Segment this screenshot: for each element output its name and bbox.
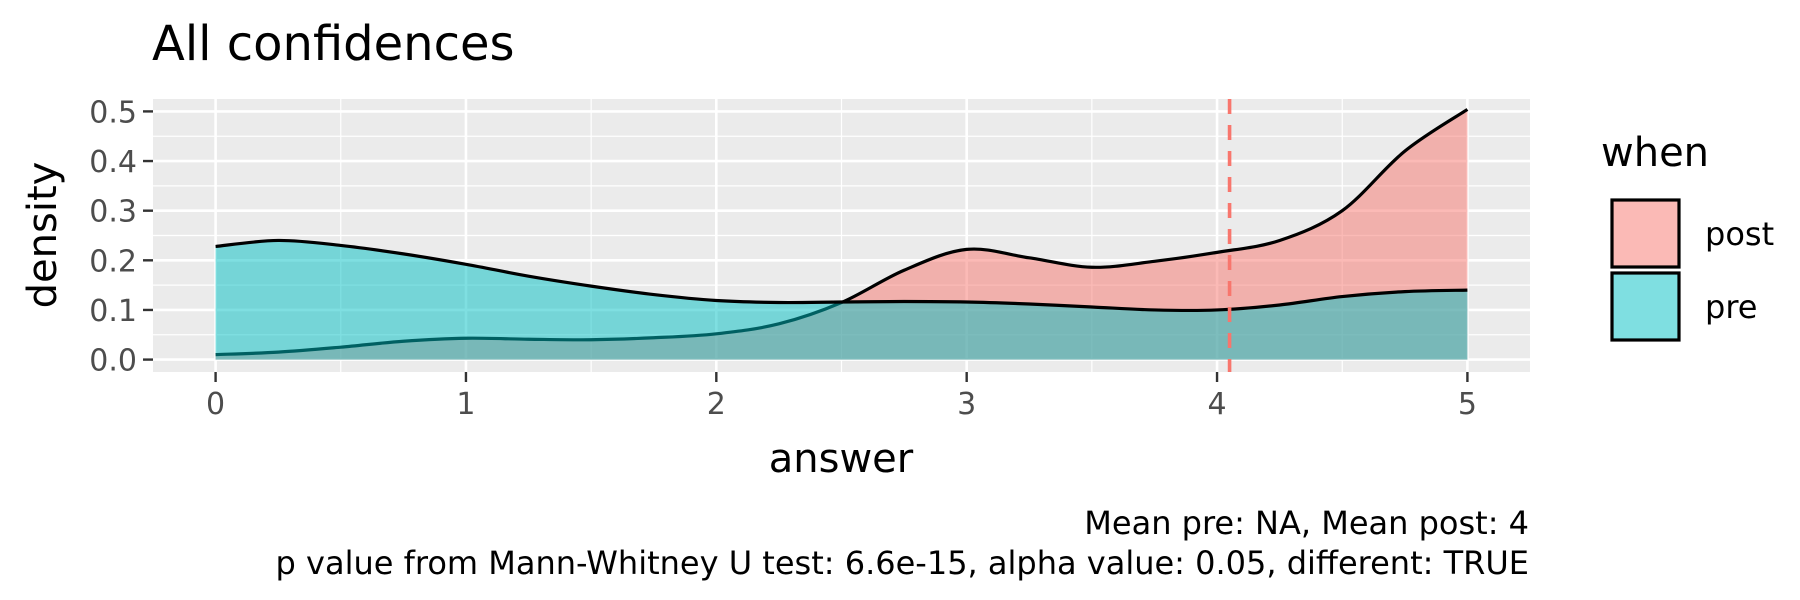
density-area-post <box>215 109 1468 360</box>
y-axis-label: density <box>20 162 66 309</box>
y-tick-label: 0.5 <box>89 95 137 130</box>
legend-swatch-post <box>1610 198 1681 269</box>
legend-item-pre: pre <box>1610 271 1757 342</box>
y-tick-label: 0.2 <box>89 244 137 279</box>
y-tick-label: 0.1 <box>89 294 137 329</box>
x-tick-label: 4 <box>1207 387 1226 422</box>
y-tick-label: 0.4 <box>89 145 137 180</box>
x-axis-label: answer <box>769 436 914 482</box>
legend: when post pre <box>1601 130 1774 342</box>
y-tick-label: 0.0 <box>89 344 137 379</box>
legend-item-post: post <box>1610 198 1774 269</box>
density-area-pre <box>215 240 1468 360</box>
x-tick-label: 3 <box>957 387 976 422</box>
legend-label-pre: pre <box>1705 288 1757 326</box>
y-axis: 0.0 0.1 0.2 0.3 0.4 0.5 <box>89 95 153 379</box>
caption-line-1: Mean pre: NA, Mean post: 4 <box>1084 504 1529 542</box>
caption: Mean pre: NA, Mean post: 4 p value from … <box>276 504 1529 582</box>
legend-keys: post pre <box>1610 198 1774 342</box>
x-tick-label: 2 <box>707 387 726 422</box>
x-tick-label: 1 <box>456 387 475 422</box>
legend-label-post: post <box>1705 215 1774 253</box>
x-tick-label: 5 <box>1458 387 1477 422</box>
x-axis: 0 1 2 3 4 5 <box>206 372 1477 422</box>
density-areas <box>215 108 1469 360</box>
x-tick-label: 0 <box>206 387 225 422</box>
y-tick-label: 0.3 <box>89 195 137 230</box>
chart-title: All confidences <box>152 16 515 72</box>
caption-line-2: p value from Mann-Whitney U test: 6.6e-1… <box>276 544 1529 582</box>
legend-title: when <box>1601 130 1709 176</box>
density-line-pre <box>215 238 1468 313</box>
legend-swatch-pre <box>1610 271 1681 342</box>
